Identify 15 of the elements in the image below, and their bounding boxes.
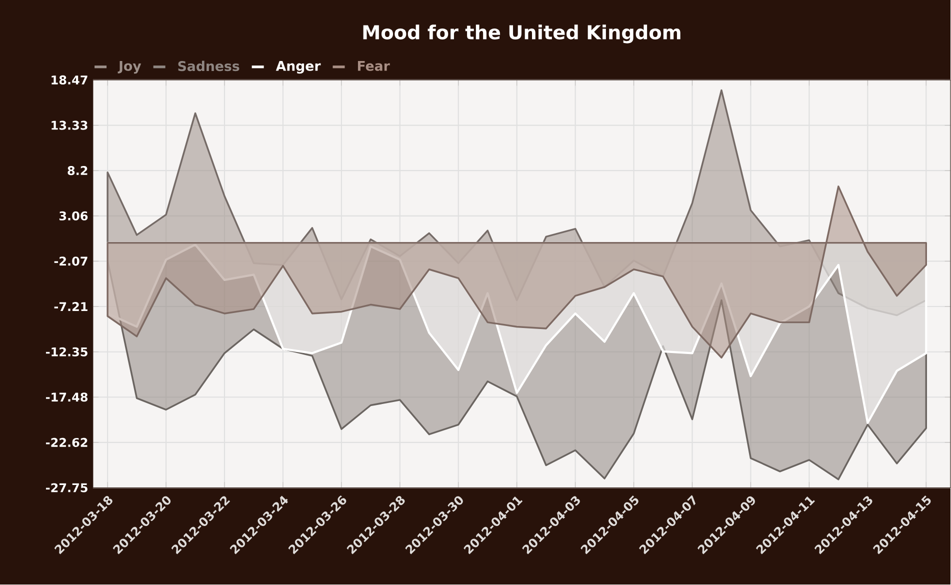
y-tick-label: 13.33 xyxy=(52,120,88,130)
y-tick-label: 3.06 xyxy=(59,212,88,221)
y-tick-label: -17.48 xyxy=(46,392,88,402)
legend-label: Sadness xyxy=(178,60,240,72)
y-tick-label: -12.35 xyxy=(46,347,88,357)
y-tick-label: -27.75 xyxy=(46,483,88,492)
chart-title: Mood for the United Kingdom xyxy=(363,24,680,44)
legend-label: Fear xyxy=(358,61,390,72)
y-tick-label: -22.62 xyxy=(46,438,88,448)
legend-label: Joy xyxy=(118,61,142,74)
legend-label: Anger xyxy=(276,61,321,74)
y-tick-label: -7.21 xyxy=(54,302,88,312)
y-tick-label: 8.2 xyxy=(68,166,88,176)
y-tick-label: 18.47 xyxy=(52,76,88,85)
y-tick-label: -2.07 xyxy=(54,256,88,266)
